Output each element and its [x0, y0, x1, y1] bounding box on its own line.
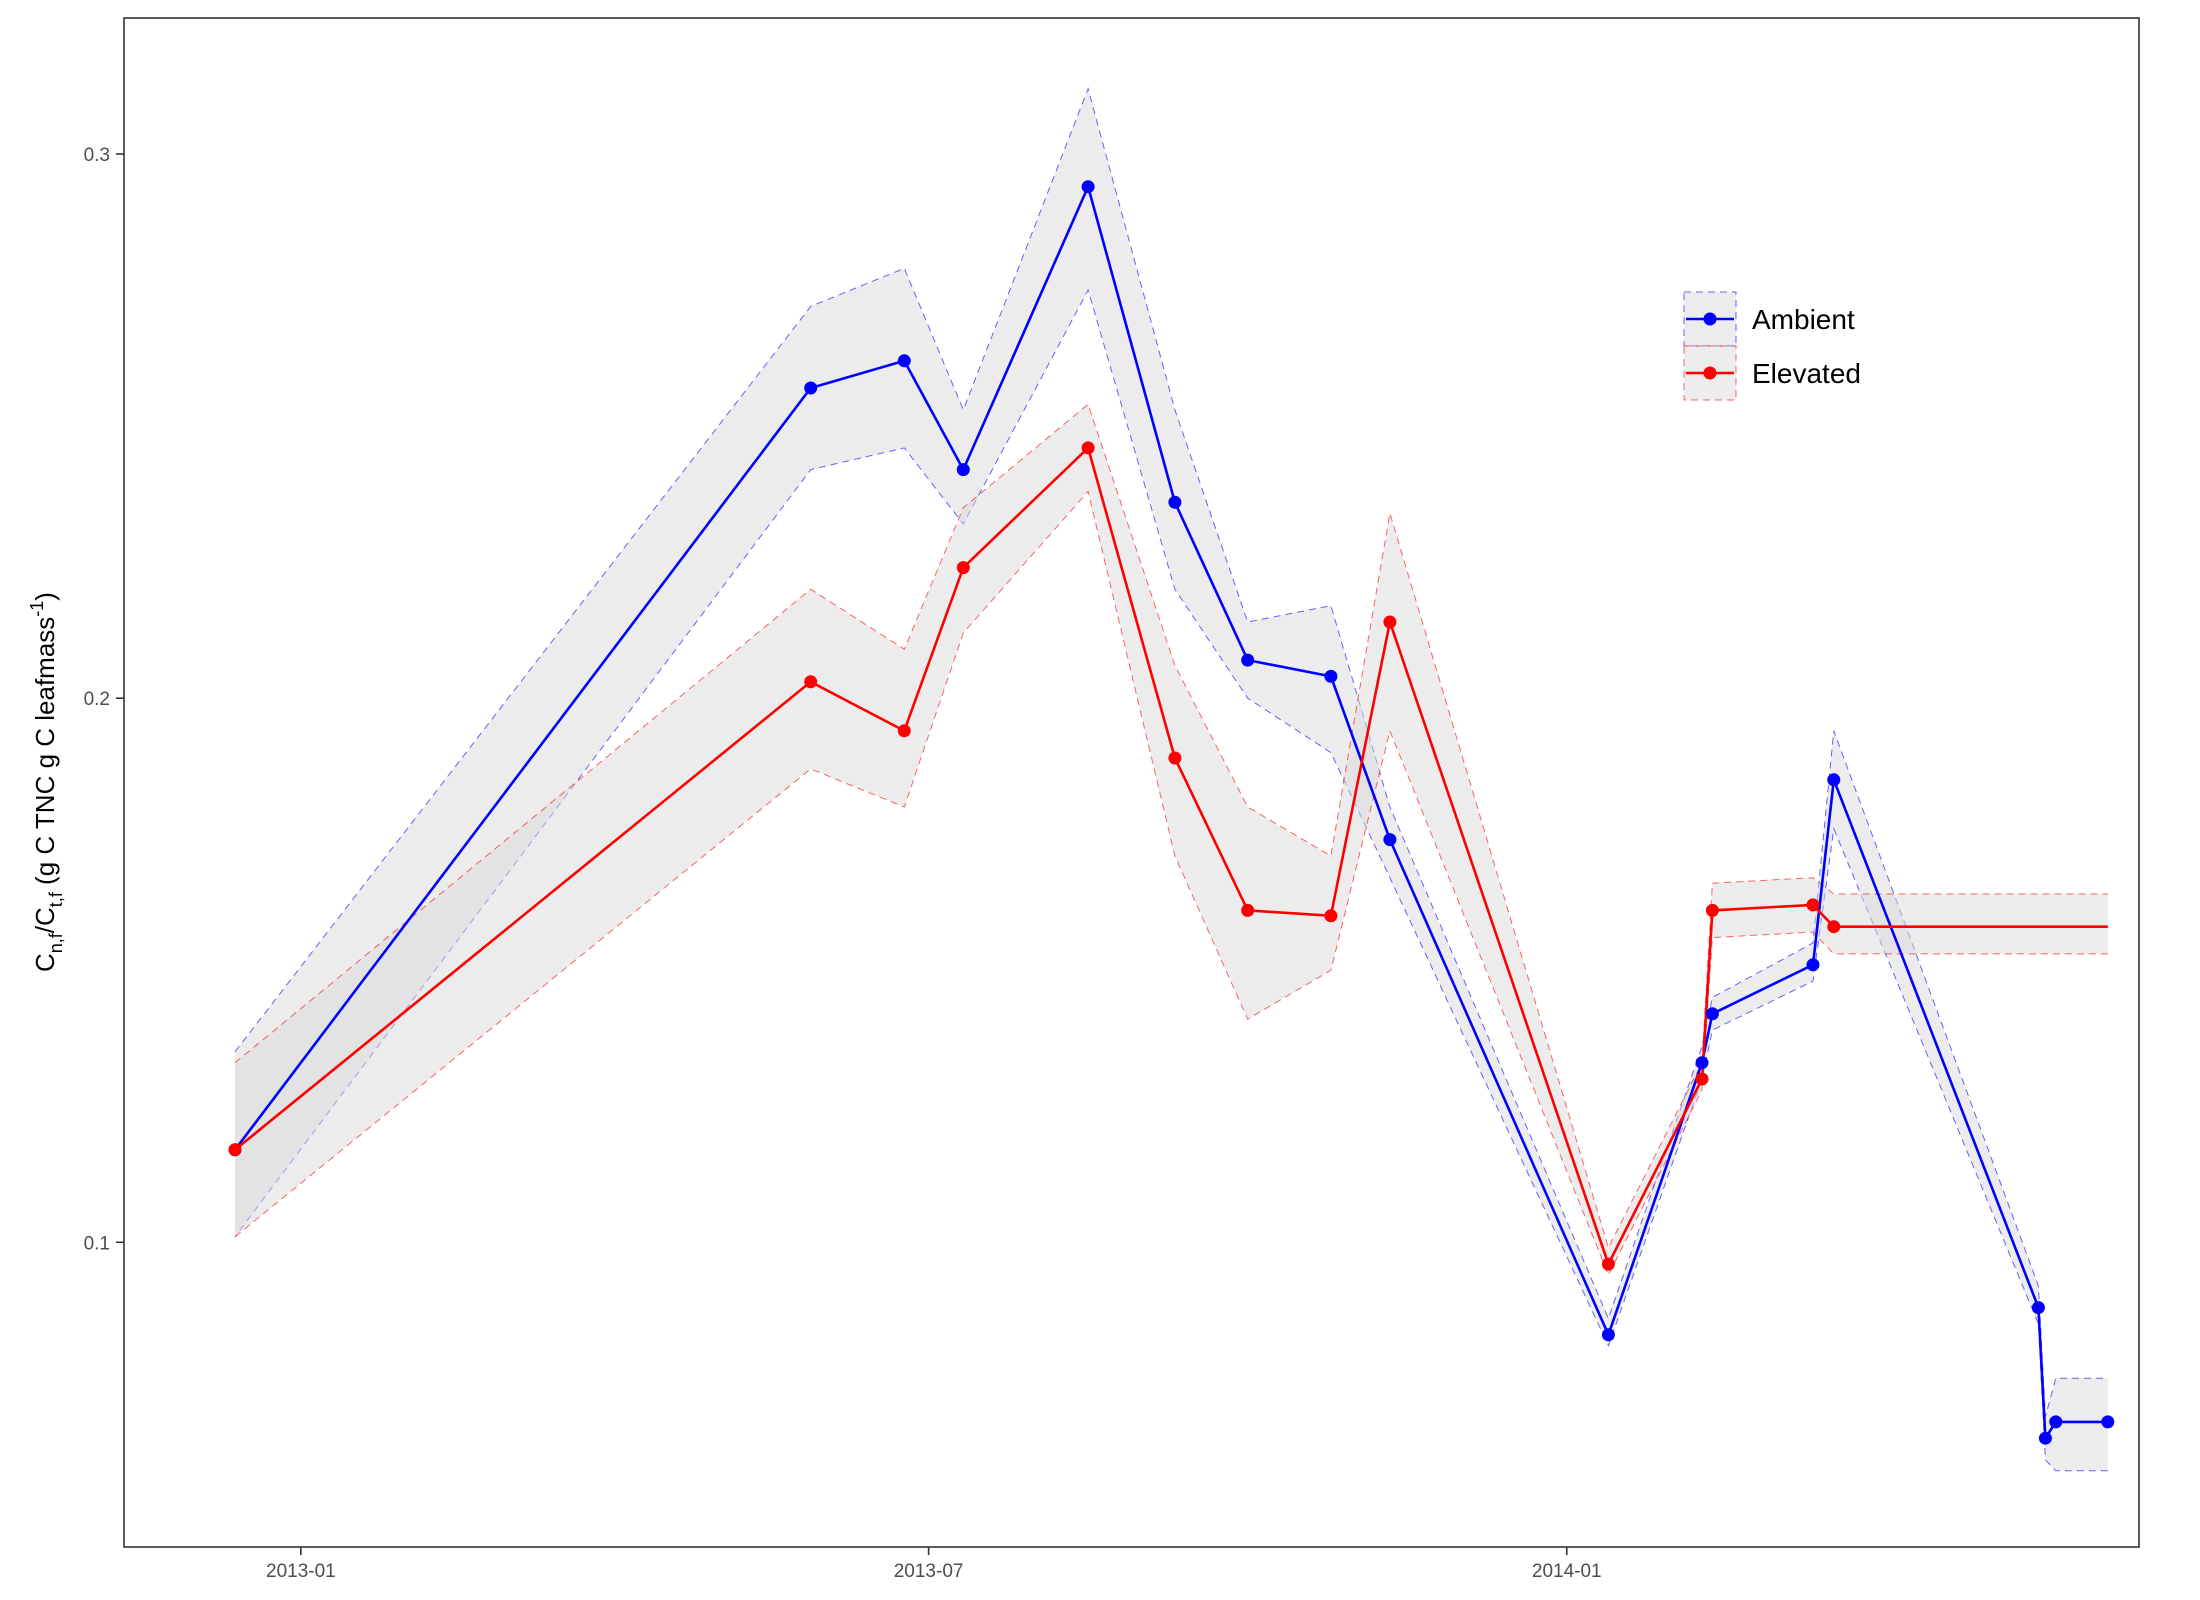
elevated-point — [1383, 615, 1397, 629]
elevated-point — [1324, 909, 1338, 923]
elevated-point — [1806, 898, 1820, 912]
ambient-point — [2038, 1431, 2052, 1445]
legend-label-elevated: Elevated — [1752, 358, 1861, 389]
ambient-point — [1806, 958, 1820, 972]
elevated-point — [1705, 903, 1719, 917]
legend-key-elevated-point — [1703, 366, 1717, 380]
elevated-point — [1168, 751, 1182, 765]
x-tick-label: 2013-07 — [894, 1561, 964, 1582]
x-tick-label: 2013-01 — [266, 1561, 336, 1582]
y-tick-label: 0.3 — [84, 145, 110, 166]
elevated-point — [956, 561, 970, 575]
ambient-point — [1695, 1056, 1709, 1070]
y-label-sub2: t,f — [46, 891, 66, 907]
elevated-ribbon-lower-edge — [234, 490, 2108, 1277]
ambient-point — [1705, 1007, 1719, 1021]
legend-label-ambient: Ambient — [1752, 304, 1855, 335]
y-label-mid: /C — [30, 907, 60, 933]
ambient-point — [2049, 1415, 2063, 1429]
legend: Ambient Elevated — [1683, 291, 1861, 401]
ambient-point — [897, 354, 911, 368]
ambient-point — [956, 463, 970, 477]
y-label-sup: -1 — [27, 601, 47, 617]
ambient-point — [1383, 833, 1397, 847]
ambient-point — [1324, 669, 1338, 683]
ambient-point — [1241, 653, 1255, 667]
elevated-point — [1241, 903, 1255, 917]
legend-key-ambient-point — [1703, 312, 1717, 326]
elevated-point — [1827, 920, 1841, 934]
x-axis: 2013-01 2013-07 2014-01 — [266, 1547, 1602, 1582]
y-axis: 0.1 0.2 0.3 — [84, 145, 124, 1254]
ambient-point — [1081, 180, 1095, 194]
elevated-point — [804, 675, 818, 689]
elevated-point — [1695, 1072, 1709, 1086]
ambient-point — [1601, 1328, 1615, 1342]
elevated-point — [1601, 1257, 1615, 1271]
y-tick-label: 0.1 — [84, 1233, 110, 1254]
ambient-point — [1827, 773, 1841, 787]
elevated-point — [897, 724, 911, 738]
ambient-point — [804, 381, 818, 395]
point-layer — [228, 180, 2115, 1445]
y-label-sub1: n,f — [46, 932, 66, 953]
x-tick-label: 2014-01 — [1532, 1561, 1602, 1582]
y-tick-label: 0.2 — [84, 689, 110, 710]
elevated-point — [228, 1143, 242, 1157]
ambient-line — [233, 182, 2108, 1443]
ambient-point — [2031, 1301, 2045, 1315]
ambient-point — [2101, 1415, 2115, 1429]
y-label-close: ) — [30, 592, 60, 601]
plot-panel-border — [123, 17, 2140, 1548]
y-axis-label: Cn,f/Ct,f (g C TNC g C leafmass-1) — [27, 592, 66, 972]
y-label-rest: (g C TNC g C leafmass — [30, 617, 60, 892]
elevated-point — [1081, 441, 1095, 455]
ambient-point — [1168, 495, 1182, 509]
y-label-main: C — [30, 953, 60, 972]
